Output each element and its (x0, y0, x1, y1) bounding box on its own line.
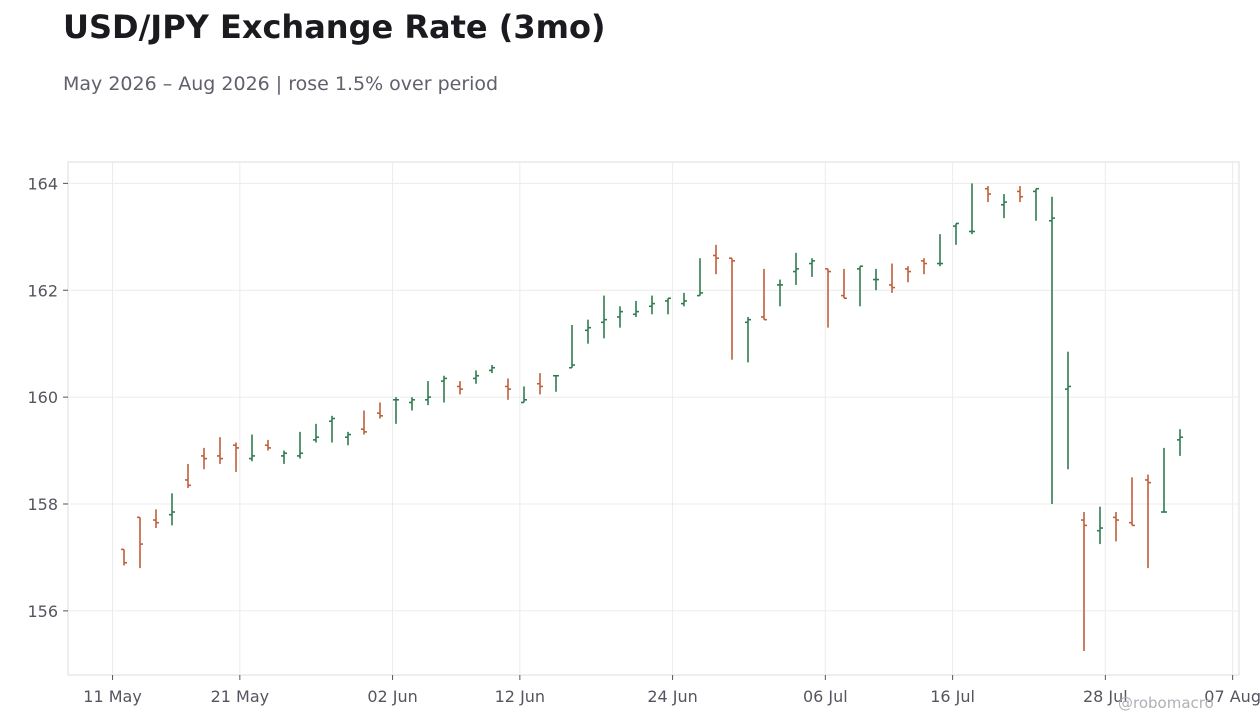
ohlc-bar (681, 292, 687, 307)
x-axis: 11 May 21 May 02 Jun 12 Jun 24 Jun 06 Jul 16 J… (83, 675, 1260, 706)
ohlc-bar (441, 375, 447, 403)
ohlc-bar (1097, 506, 1103, 545)
ohlc-bar (249, 434, 255, 462)
ohlc-bar (265, 439, 271, 451)
ohlc-bar (905, 266, 911, 283)
ohlc-bar (233, 442, 239, 472)
ohlc-bar (425, 381, 431, 406)
x-tick-label: 24 Jun (647, 687, 697, 706)
ohlc-bar (281, 450, 287, 464)
ohlc-bar (585, 319, 591, 344)
ohlc-bar (1113, 512, 1119, 542)
ohlc-bar (313, 423, 319, 443)
ohlc-bar (505, 378, 511, 400)
y-tick-label: 156 (27, 602, 58, 621)
x-tick-label: 28 Jul (1083, 687, 1128, 706)
plot-frame (67, 161, 1240, 676)
ohlc-bar (169, 493, 175, 526)
ohlc-bar (697, 258, 703, 297)
ohlc-bar (553, 374, 559, 392)
ohlc-bar (1033, 187, 1039, 221)
x-tick-label: 16 Jul (930, 687, 975, 706)
ohlc-bar (473, 370, 479, 384)
x-tick-label: 06 Jul (803, 687, 848, 706)
ohlc-bar (713, 244, 719, 275)
ohlc-bar (217, 437, 223, 464)
ohlc-bar (361, 410, 367, 435)
ohlc-bar (601, 295, 607, 339)
ohlc-bar (889, 263, 895, 293)
ohlc-bar (393, 397, 399, 424)
y-tick-label: 160 (27, 388, 58, 407)
ohlc-bar (841, 268, 847, 300)
ohlc-bar (457, 381, 463, 395)
ohlc-bar (969, 183, 975, 235)
ohlc-bar (153, 509, 159, 529)
ohlc-bars (121, 183, 1183, 651)
y-tick-label: 162 (27, 281, 58, 300)
ohlc-bar (377, 402, 383, 419)
ohlc-bar (1017, 186, 1023, 203)
x-tick-label: 11 May (83, 687, 142, 706)
ohlc-bar (761, 268, 767, 321)
ohlc-bar (137, 516, 143, 569)
chart-subtitle: May 2026 – Aug 2026 | rose 1.5% over per… (63, 73, 499, 95)
ohlc-bar (793, 252, 799, 285)
ohlc-bar (857, 265, 863, 307)
ohlc-bar (825, 268, 831, 328)
x-tick-label: 02 Jun (367, 687, 417, 706)
watermark: @robomacro (1118, 694, 1214, 712)
chart-title: USD/JPY Exchange Rate (3mo) (63, 8, 606, 46)
x-tick-label: 07 Aug (1204, 687, 1260, 706)
ohlc-bar (617, 306, 623, 328)
ohlc-bar (521, 386, 527, 404)
ohlc-bar (745, 316, 751, 363)
ohlc-bar (809, 258, 815, 277)
ohlc-bar (1001, 194, 1007, 219)
ohlc-bar (185, 463, 191, 488)
y-tick-label: 164 (27, 174, 58, 193)
ohlc-bar (489, 365, 495, 374)
ohlc-bar (921, 258, 927, 275)
ohlc-bar (569, 324, 575, 369)
ohlc-bar (1081, 512, 1087, 651)
ohlc-bar (953, 222, 959, 245)
ohlc-bar (1049, 196, 1055, 504)
ohlc-bar (1145, 474, 1151, 569)
x-tick-label: 21 May (211, 687, 270, 706)
ohlc-bar (409, 397, 415, 411)
ohlc-bar (1177, 429, 1183, 456)
ohlc-bar (345, 431, 351, 446)
ohlc-bar (1129, 477, 1135, 527)
x-tick-label: 12 Jun (495, 687, 545, 706)
grid-lines (68, 162, 1239, 675)
ohlc-bar (665, 297, 671, 315)
ohlc-bar (537, 373, 543, 395)
y-tick-label: 158 (27, 495, 58, 514)
ohlc-bar (1161, 447, 1167, 513)
ohlc-bar (121, 548, 127, 566)
ohlc-bar (985, 186, 991, 203)
ohlc-bar (1065, 351, 1071, 470)
ohlc-bar (329, 415, 335, 443)
y-axis: 156 158 160 162 164 (27, 174, 68, 621)
ohlc-bar (873, 268, 879, 291)
ohlc-bar (777, 279, 783, 307)
ohlc-bar (633, 300, 639, 317)
ohlc-bar (201, 447, 207, 470)
ohlc-bar (937, 234, 943, 267)
ohlc-bar (649, 295, 655, 315)
ohlc-bar (729, 257, 735, 360)
ohlc-bar (297, 431, 303, 459)
